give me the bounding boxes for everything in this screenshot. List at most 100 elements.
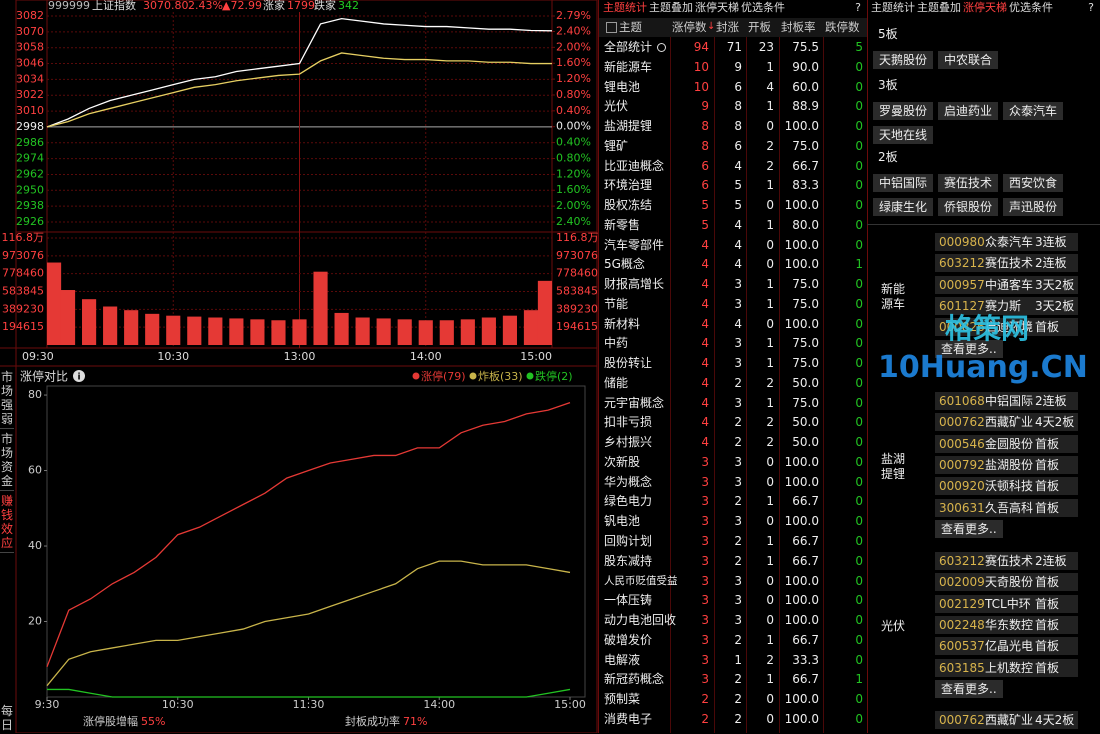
theme-name[interactable]: 回购计划 [604,534,653,548]
stock-row[interactable]: 000957 中通客车 3天2板 [935,275,1078,294]
stock-row[interactable]: 000980 众泰汽车 3连板 [935,233,1078,251]
theme-cell: 75.0 [792,336,819,351]
theme-cell: 1 [766,59,774,74]
stock-button[interactable]: 罗曼股份 [873,102,934,120]
tab[interactable]: 主题统计 [871,1,915,14]
price-line [46,17,553,128]
stock-button[interactable]: 声迅股份 [1003,198,1064,216]
stock-row[interactable]: 603212 赛伍技术 2连板 [935,552,1078,570]
tab[interactable]: 主题叠加 [649,1,693,14]
stock-row[interactable]: 000920 沃顿科技 首板 [935,477,1078,496]
info-icon[interactable] [73,370,85,382]
stock-row[interactable]: 000762 西藏矿业 4天2板 [935,413,1078,432]
tab[interactable]: 主题叠加 [917,1,961,14]
stock-row[interactable]: 002009 天奇股份 首板 [935,573,1078,592]
theme-cell: 4 [701,336,709,351]
more-button[interactable]: 查看更多.. [935,679,1003,698]
stock-button[interactable]: 中农联合 [938,51,999,69]
theme-cell: 4 [701,435,709,450]
theme-name[interactable]: 破增发价 [604,632,653,647]
stock-row[interactable]: 000792 盐湖股份 首板 [935,455,1078,474]
stock-row[interactable]: 002129 TCL中环 首板 [935,594,1078,613]
theme-name[interactable]: 乡村振兴 [604,435,653,450]
theme-name[interactable]: 动力电池回收 [604,613,677,628]
stock-row[interactable]: 603185 上机数控 首板 [935,658,1078,677]
theme-name[interactable]: 财报高增长 [604,277,665,292]
tab[interactable]: 涨停天梯 [695,1,739,14]
theme-name[interactable]: 消费电子 [604,711,653,726]
stock-button[interactable]: 侨银股份 [938,198,999,216]
side-tab[interactable]: 赚钱效应 [0,492,14,553]
theme-name[interactable]: 预制菜 [604,692,641,707]
volume-bar [460,319,475,345]
stock-row[interactable]: 300631 久吾高科 首板 [935,498,1078,517]
circle-icon [657,43,666,52]
stock-button[interactable]: 中铝国际 [873,174,934,192]
stock-button[interactable]: 西安饮食 [1003,174,1064,192]
stock-row[interactable]: 603212 赛伍技术 2连板 [935,254,1078,273]
stock-row[interactable]: 000762 西藏矿业 4天2板 [935,711,1078,729]
limit-line [46,401,571,668]
stock-button[interactable]: 绿康生化 [873,198,934,216]
stock-row[interactable]: 002248 华东数控 首板 [935,615,1078,634]
theme-name[interactable]: 5G概念 [604,257,645,272]
theme-name[interactable]: 节能 [604,296,629,311]
stock-button[interactable]: 赛伍技术 [938,174,999,192]
tab[interactable]: 优选条件 [1009,1,1053,14]
theme-name[interactable]: 股东减持 [604,553,653,568]
theme-name[interactable]: 次新股 [604,454,641,469]
theme-cell: 1 [766,99,774,114]
tab[interactable]: 涨停天梯 [963,1,1007,14]
theme-cell: 1 [766,356,774,371]
stock-button[interactable]: 天地在线 [873,126,934,144]
theme-name[interactable]: 扣非亏损 [604,415,653,430]
stock-tag: 首板 [1035,660,1060,675]
stock-row[interactable]: 601127 赛力斯 3天2板 [935,296,1078,315]
theme-cell: 100.0 [784,692,819,707]
theme-name[interactable]: 锂矿 [604,138,629,153]
more-button[interactable]: 查看更多.. [935,339,1003,358]
theme-name[interactable]: 新能源车 [604,59,653,74]
volume-bar [47,262,62,345]
theme-name[interactable]: 华为概念 [604,474,653,489]
theme-name[interactable]: 元宇宙概念 [604,395,665,410]
stock-name: 西藏矿业 [985,713,1034,727]
theme-name[interactable]: 中药 [604,336,629,351]
theme-name[interactable]: 人民币贬值受益 [604,574,678,587]
theme-name[interactable]: 光伏 [604,99,629,114]
stock-row[interactable]: 000826 启迪环境 首板 [935,318,1078,337]
theme-name[interactable]: 钒电池 [604,514,641,529]
theme-name[interactable]: 一体压铸 [604,593,653,608]
stock-row[interactable]: 600537 亿晶光电 首板 [935,637,1078,656]
stock-button[interactable]: 启迪药业 [938,102,999,120]
stock-button[interactable]: 众泰汽车 [1003,102,1064,120]
theme-name[interactable]: 新材料 [604,316,641,331]
theme-cell: 6 [734,138,742,153]
theme-cell: 0 [855,336,863,351]
theme-name[interactable]: 锂电池 [604,79,641,94]
stock-row[interactable]: 601068 中铝国际 2连板 [935,392,1078,410]
tab[interactable]: 主题统计 [603,1,647,14]
theme-cell: 100.0 [784,237,819,252]
stock-row[interactable]: 000546 金圆股份 首板 [935,434,1078,453]
theme-name[interactable]: 绿色电力 [604,494,653,509]
theme-name[interactable]: 电解液 [604,652,641,667]
theme-name[interactable]: 汽车零部件 [604,237,665,252]
theme-name[interactable]: 全部统计 [604,40,653,54]
tab[interactable]: 优选条件 [741,1,785,14]
theme-cell: 4 [734,257,742,272]
limit-line [46,560,571,687]
more-button[interactable]: 查看更多.. [935,519,1003,538]
theme-name[interactable]: 比亚迪概念 [604,158,665,173]
theme-name[interactable]: 股权冻结 [604,198,653,213]
theme-name[interactable]: 盐湖提锂 [604,119,653,134]
theme-name[interactable]: 新零售 [604,217,641,232]
theme-name[interactable]: 储能 [604,375,629,390]
stock-button[interactable]: 天鹅股份 [873,51,934,69]
theme-name[interactable]: 环境治理 [604,178,653,193]
theme-name[interactable]: 股份转让 [604,356,653,371]
watermark: 格策网 [945,312,1030,345]
side-tab[interactable]: 市场资金 [0,430,14,491]
theme-name[interactable]: 新冠药概念 [604,672,665,687]
side-tab[interactable]: 市场强弱 [0,368,14,429]
